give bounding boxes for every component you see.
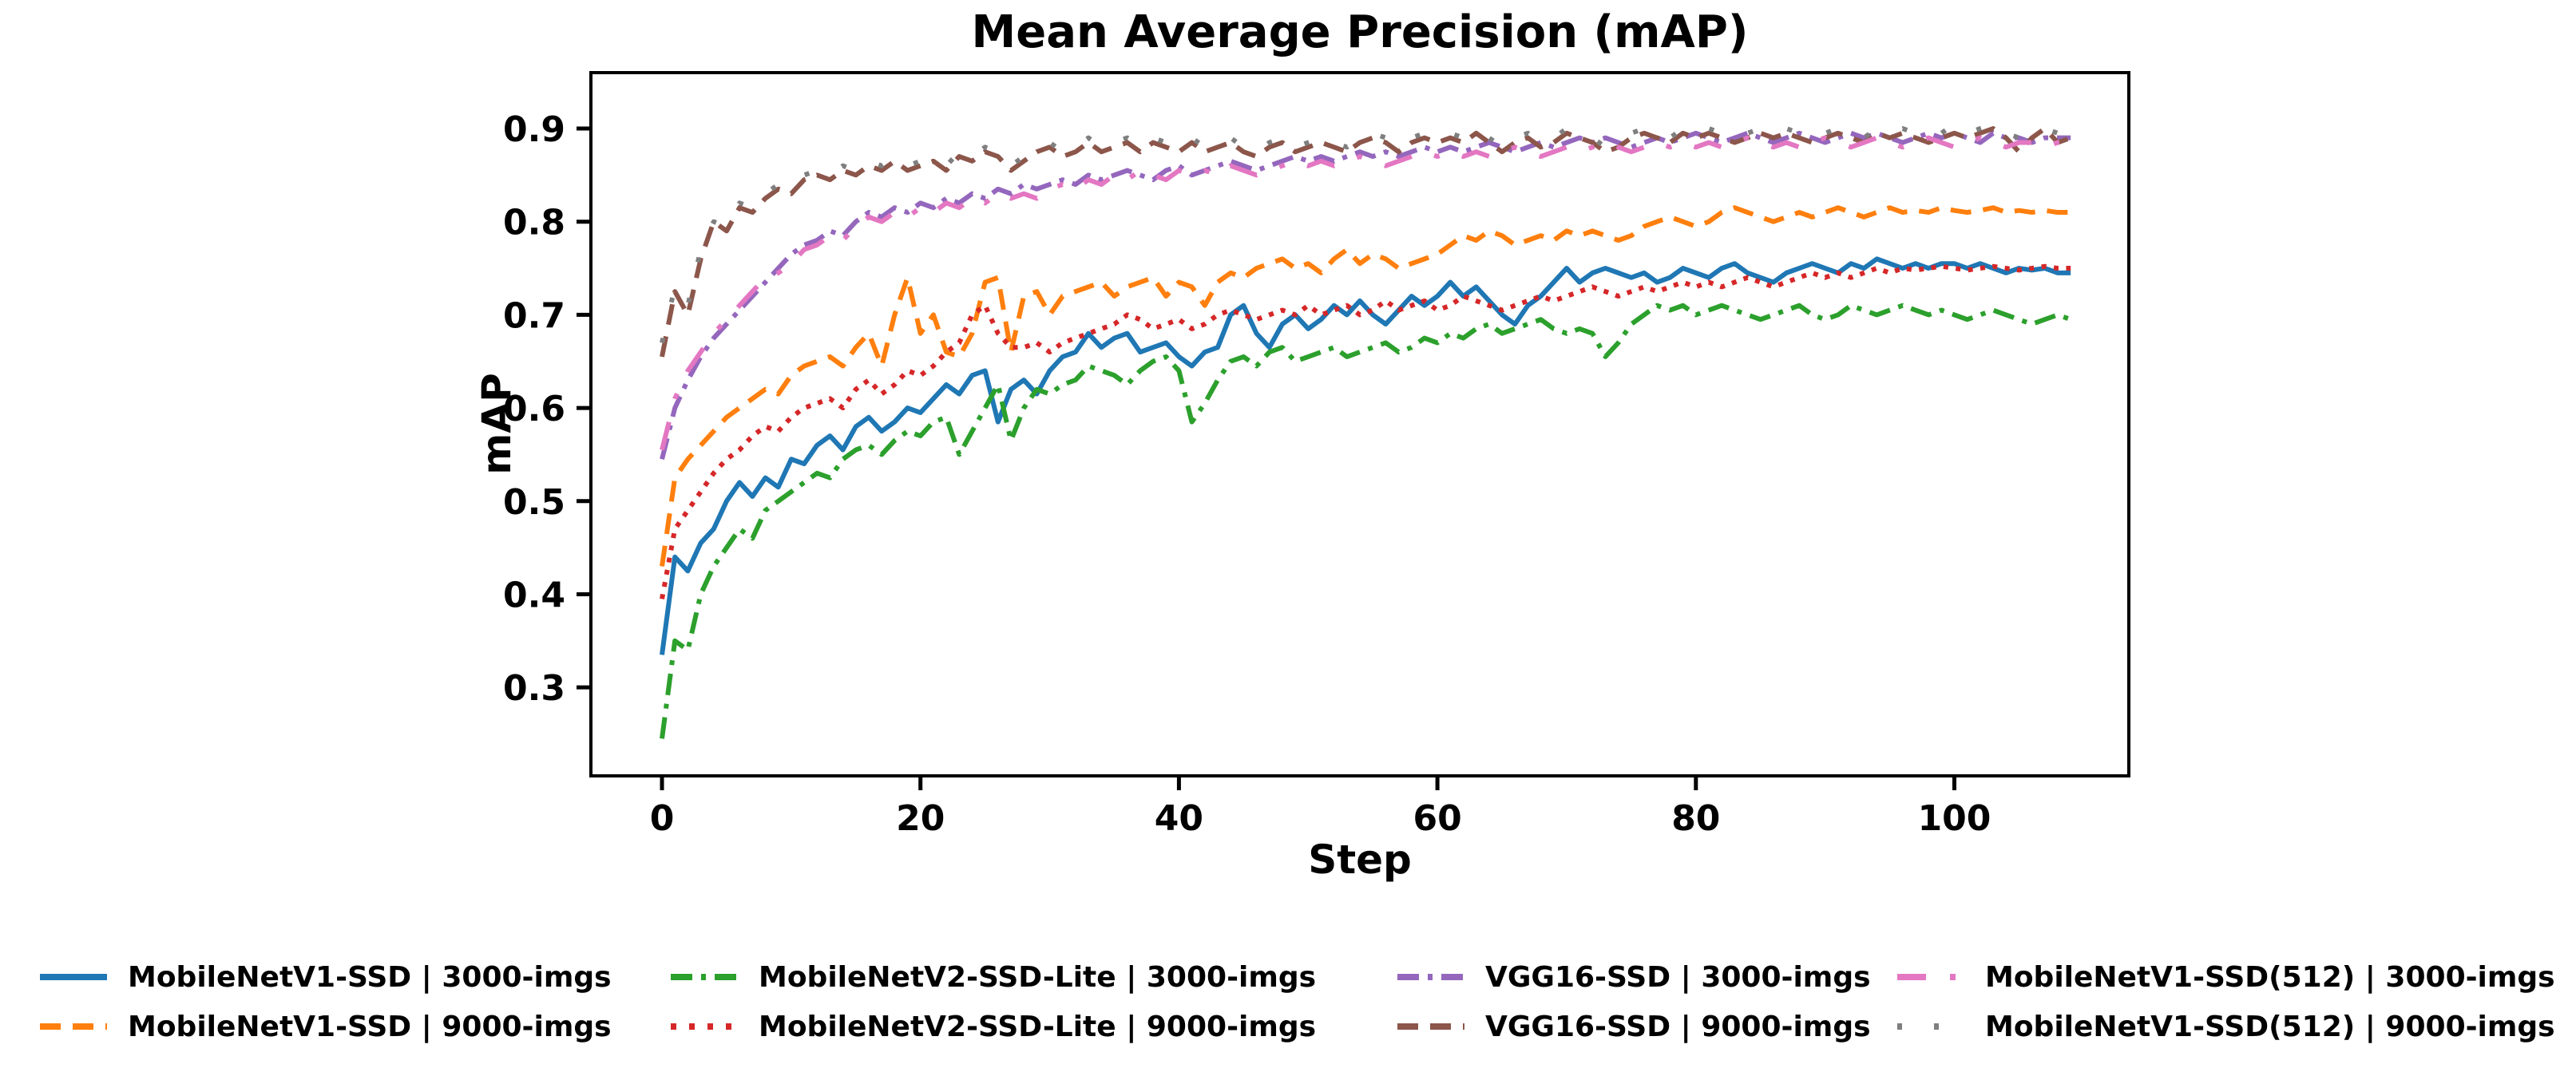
legend-key-line	[1897, 974, 1964, 980]
x-tick-label: 20	[896, 798, 945, 839]
x-tick-label: 80	[1671, 798, 1720, 839]
legend-label: MobileNetV1-SSD(512) | 3000-imgs	[1985, 960, 2555, 994]
legend-entry-mobilenetv1-ssd512-9000: MobileNetV1-SSD(512) | 9000-imgs	[1896, 1007, 2555, 1046]
y-tick-label: 0.6	[503, 389, 565, 429]
x-tick-label: 100	[1918, 798, 1991, 839]
series-line-mobilenetv1-ssd-3000	[660, 256, 2071, 655]
series-line-mobilenetv1-ssd-9000	[660, 205, 2071, 567]
legend-entry-mobilenetv1-ssd512-3000: MobileNetV1-SSD(512) | 3000-imgs	[1896, 958, 2555, 996]
series-line-mobilenetv1-ssd512-3000	[660, 135, 2071, 451]
legend-entry-mobilenetv2-ssd-lite-9000: MobileNetV2-SSD-Lite | 9000-imgs	[669, 1007, 1316, 1046]
legend-key-line	[671, 1023, 738, 1030]
legend-label: VGG16-SSD | 9000-imgs	[1485, 1010, 1871, 1043]
y-tick-label: 0.7	[503, 295, 565, 336]
y-tick-label: 0.5	[503, 482, 565, 523]
legend-key-line	[1397, 974, 1464, 980]
legend-label: MobileNetV1-SSD | 9000-imgs	[128, 1010, 612, 1043]
series-line-mobilenetv2-ssd-lite-3000	[660, 303, 2072, 739]
legend-entry-vgg16-ssd-3000: VGG16-SSD | 3000-imgs	[1396, 958, 1871, 996]
x-tick-label: 0	[650, 798, 675, 839]
x-axis-label: Step	[1308, 837, 1412, 883]
legend-entry-mobilenetv1-ssd-9000: MobileNetV1-SSD | 9000-imgs	[38, 1007, 612, 1046]
legend-label: VGG16-SSD | 3000-imgs	[1485, 960, 1871, 994]
series-line-mobilenetv2-ssd-lite-9000	[660, 263, 2071, 599]
series-line-vgg16-ssd-9000	[660, 126, 2072, 358]
legend-label: MobileNetV1-SSD(512) | 9000-imgs	[1985, 1010, 2555, 1043]
legend-label: MobileNetV1-SSD | 3000-imgs	[128, 960, 612, 994]
x-tick-label: 60	[1413, 798, 1461, 839]
legend-key-line	[40, 974, 107, 980]
y-tick-label: 0.8	[503, 203, 565, 243]
legend-key-line	[1897, 1023, 1964, 1030]
chart-title: Mean Average Precision (mAP)	[971, 6, 1749, 58]
legend-label: MobileNetV2-SSD-Lite | 3000-imgs	[759, 960, 1317, 994]
legend-entry-vgg16-ssd-9000: VGG16-SSD | 9000-imgs	[1396, 1007, 1871, 1046]
legend-key-line	[671, 974, 738, 980]
y-tick-label: 0.3	[503, 668, 565, 709]
legend-key-line	[40, 1023, 107, 1030]
legend-label: MobileNetV2-SSD-Lite | 9000-imgs	[759, 1010, 1317, 1043]
x-tick-label: 40	[1155, 798, 1203, 839]
legend-key-line	[1397, 1023, 1464, 1030]
y-tick-label: 0.4	[503, 575, 565, 615]
series-line-vgg16-ssd-3000	[660, 130, 2071, 460]
axes-frame	[589, 71, 2130, 777]
y-tick-label: 0.9	[503, 109, 565, 150]
legend-entry-mobilenetv2-ssd-lite-3000: MobileNetV2-SSD-Lite | 3000-imgs	[669, 958, 1316, 996]
legend-entry-mobilenetv1-ssd-3000: MobileNetV1-SSD | 3000-imgs	[38, 958, 612, 996]
